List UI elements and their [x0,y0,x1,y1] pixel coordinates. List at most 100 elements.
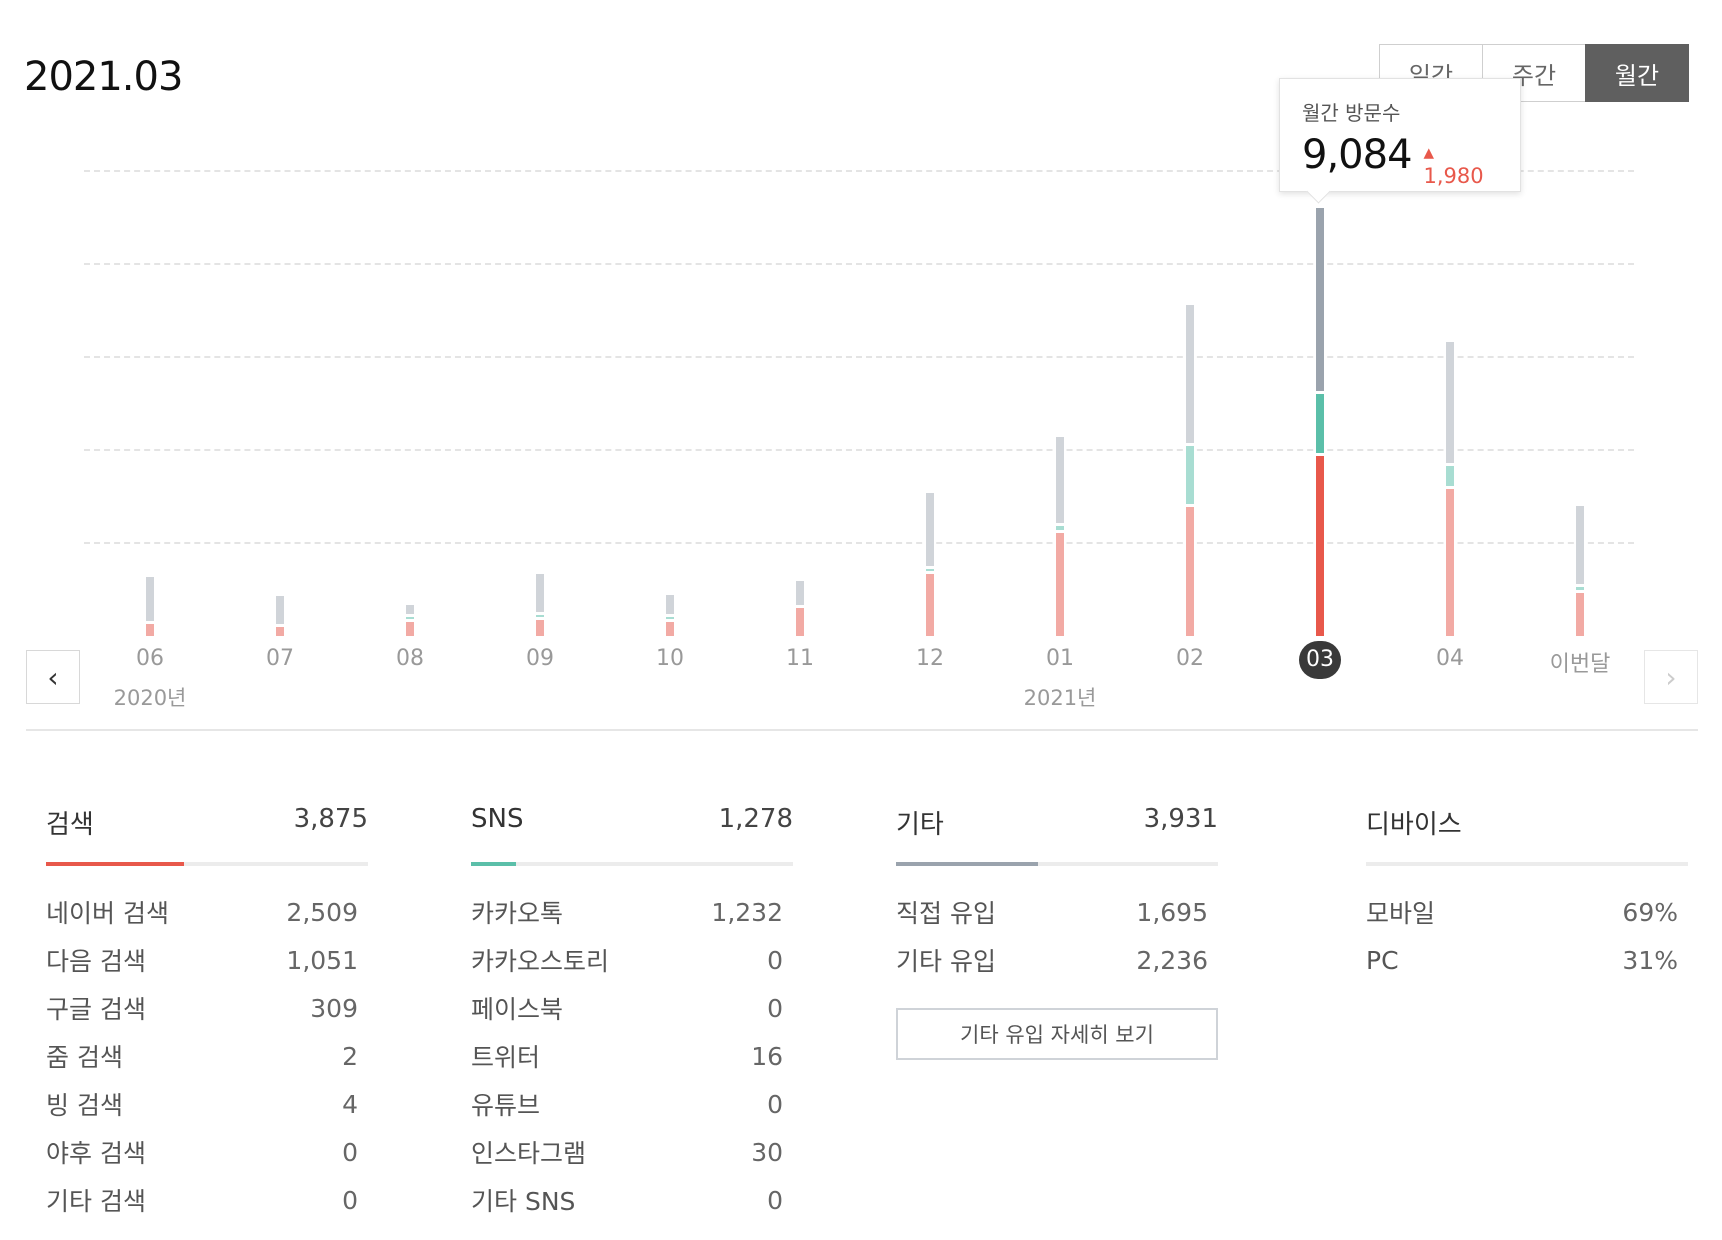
x-label-이번달[interactable]: 이번달 [1549,652,1611,677]
stat-value: 1,051 [286,945,358,975]
stat-label: 직접 유입 [896,899,996,928]
bar-segment [1446,342,1454,463]
bar-segment [536,620,544,636]
stat-value: 4 [342,1089,358,1119]
chevron-left-icon: ‹ [47,660,59,694]
x-label-02[interactable]: 02 [1176,646,1204,671]
section-divider [26,729,1698,731]
bar-08[interactable] [406,605,414,636]
tooltip-delta: ▴ 1,980 [1424,140,1498,188]
stat-value: 2,509 [286,897,358,927]
bar-04[interactable] [1446,342,1454,636]
stat-row: 빙 검색 4 [46,1080,368,1128]
stat-label: 기타 유입 [896,947,996,976]
bar-01[interactable] [1056,437,1064,636]
bar-segment [1316,456,1324,636]
bar-이번달[interactable] [1576,506,1584,636]
stat-row: 줌 검색 2 [46,1032,368,1080]
bar-10[interactable] [666,595,674,636]
bar-segment [796,581,804,605]
tab-monthly[interactable]: 월간 [1585,44,1689,102]
period-title: 2021.03 [24,54,183,100]
bar-11[interactable] [796,581,804,636]
x-label-10[interactable]: 10 [656,646,684,671]
bar-segment [276,627,284,636]
bar-segment [1316,394,1324,453]
bar-06[interactable] [146,577,154,636]
x-label-03[interactable]: 03 [1299,641,1341,679]
x-label-11[interactable]: 11 [786,646,814,671]
stat-label: 페이스북 [471,995,564,1024]
stat-row: 야후 검색 0 [46,1128,368,1176]
stat-value: 309 [310,993,358,1023]
stats-section-0: 검색 3,875 네이버 검색 2,509 다음 검색 1,051 구글 검색 309 줌 검색… [46,804,368,1224]
bar-segment [1186,446,1194,504]
section-title: SNS [471,804,524,834]
bar-09[interactable] [536,574,544,636]
bar-segment [666,595,674,614]
stat-row: 다음 검색 1,051 [46,936,368,984]
stat-value: 0 [767,993,783,1023]
stat-value: 0 [342,1185,358,1215]
stats-section-2: 기타 3,931 직접 유입 1,695 기타 유입 2,236 기타 유입 자세히 보기 [896,804,1218,1060]
section-share-track [46,862,368,866]
bar-segment [926,574,934,636]
other-inflow-detail-button[interactable]: 기타 유입 자세히 보기 [896,1008,1218,1060]
bar-07[interactable] [276,596,284,636]
bar-segment [1056,533,1064,636]
triangle-up-icon: ▴ [1423,140,1435,164]
bar-segment [926,569,934,571]
x-label-08[interactable]: 08 [396,646,424,671]
grid-line-4 [84,542,1634,544]
stat-label: 카카오스토리 [471,947,610,976]
bar-segment [1056,437,1064,523]
stat-label: 카카오톡 [471,899,564,928]
section-share-track [896,862,1218,866]
stat-row: 기타 SNS 0 [471,1176,793,1224]
section-share-fill [46,862,185,866]
stat-value: 0 [767,1089,783,1119]
bar-12[interactable] [926,493,934,636]
previous-button[interactable]: ‹ [26,650,80,704]
bar-03[interactable] [1316,208,1324,636]
bar-segment [926,493,934,566]
visits-tooltip: 월간 방문수 9,084 ▴ 1,980 [1279,78,1521,204]
stat-row: 인스타그램 30 [471,1128,793,1176]
x-label-06[interactable]: 06 [136,646,164,671]
stat-row: 카카오톡 1,232 [471,888,793,936]
stat-row: 네이버 검색 2,509 [46,888,368,936]
x-label-04[interactable]: 04 [1436,646,1464,671]
x-label-12[interactable]: 12 [916,646,944,671]
stat-row: 기타 유입 2,236 [896,936,1218,984]
stat-label: 네이버 검색 [46,899,169,928]
x-label-01[interactable]: 01 [1046,646,1074,671]
stat-label: 유튜브 [471,1091,541,1120]
stat-value: 2,236 [1136,945,1208,975]
section-header: 검색 3,875 [46,804,368,844]
bar-02[interactable] [1186,305,1194,636]
grid-line-2 [84,356,1634,358]
stats-section-1: SNS 1,278 카카오톡 1,232 카카오스토리 0 페이스북 0 트위터 16 유튜브 0 인스… [471,804,793,1224]
section-share-fill [896,862,1038,866]
chevron-right-icon: › [1665,660,1677,694]
next-button[interactable]: › [1644,650,1698,704]
stat-value: 1,695 [1136,897,1208,927]
bar-segment [146,624,154,636]
section-share-track [471,862,793,866]
bar-segment [666,617,674,619]
tooltip-delta-value: 1,980 [1423,164,1484,188]
stat-value: 69% [1622,897,1678,927]
bar-segment [1316,208,1324,391]
stat-row: PC 31% [1366,936,1688,984]
x-label-07[interactable]: 07 [266,646,294,671]
bar-segment [406,617,414,619]
stat-label: 트위터 [471,1043,541,1072]
stat-value: 0 [767,1185,783,1215]
stat-value: 30 [751,1137,783,1167]
x-label-09[interactable]: 09 [526,646,554,671]
section-total: 3,875 [293,804,368,834]
stats-section-3: 디바이스 모바일 69% PC 31% [1366,804,1688,984]
stat-value: 2 [342,1041,358,1071]
stat-row: 페이스북 0 [471,984,793,1032]
grid-line-0 [84,170,1634,172]
